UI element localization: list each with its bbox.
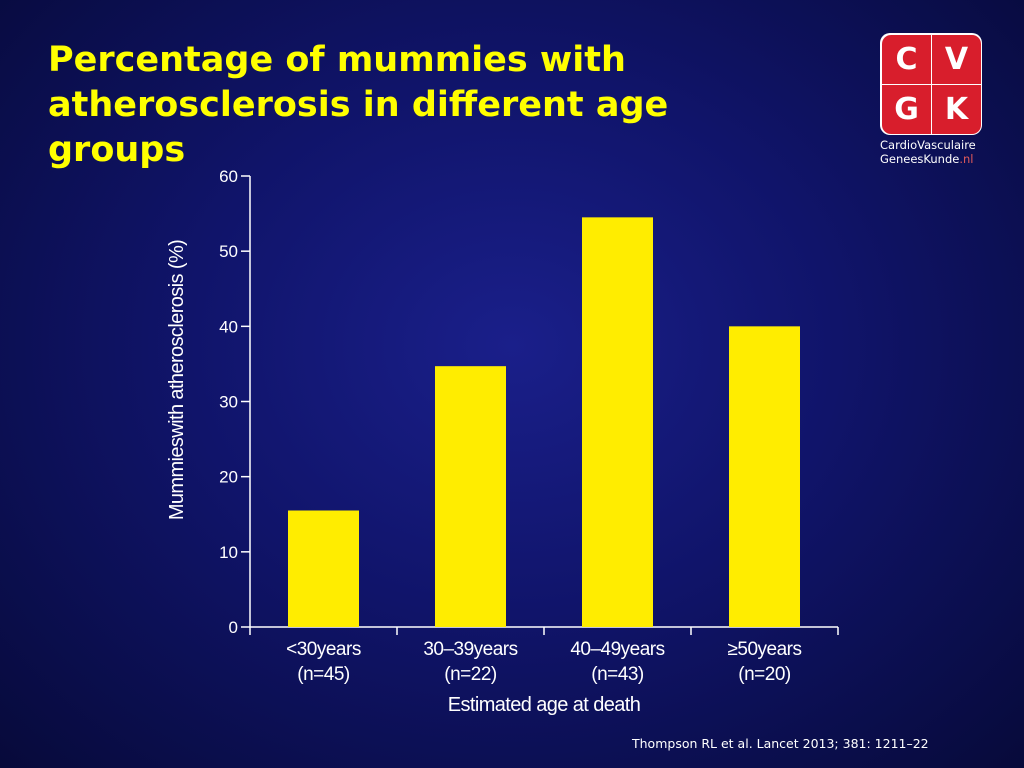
- x-axis-title: Estimated age at death: [448, 694, 641, 716]
- y-axis-title: Mummieswith atherosclerosis (%): [166, 240, 188, 520]
- logo-line-1: CardioVasculaire: [880, 138, 976, 152]
- logo-line-2-main: GeneesKunde: [880, 152, 960, 166]
- slide-title: Percentage of mummies with atheroscleros…: [48, 38, 808, 173]
- bar: [288, 510, 359, 627]
- logo-letter-k: K: [932, 85, 981, 134]
- x-tick-label: ≥50years: [727, 639, 801, 660]
- x-tick-label: 30–39years: [423, 639, 517, 660]
- x-tick-sublabel: (n=22): [444, 664, 497, 685]
- x-tick-label: <30years: [286, 639, 361, 660]
- y-tick-label: 10: [219, 543, 238, 562]
- y-tick-label: 40: [219, 317, 238, 336]
- y-tick-label: 20: [219, 468, 238, 487]
- y-tick-label: 30: [219, 393, 238, 412]
- x-tick-sublabel: (n=43): [591, 664, 644, 685]
- bar: [729, 326, 800, 627]
- y-tick-label: 0: [229, 618, 238, 637]
- bar: [435, 366, 506, 627]
- title-line-3: groups: [48, 130, 186, 170]
- logo-letter-v: V: [932, 35, 981, 84]
- title-line-1: Percentage of mummies with: [48, 40, 626, 80]
- bar: [582, 217, 653, 627]
- x-tick-label: 40–49years: [570, 639, 664, 660]
- logo-letter-g: G: [882, 85, 931, 134]
- cvgk-logo: C V G K CardioVasculaire GeneesKunde.nl: [880, 33, 984, 166]
- citation: Thompson RL et al. Lancet 2013; 381: 121…: [632, 736, 929, 751]
- title-line-2: atherosclerosis in different age: [48, 85, 669, 125]
- logo-line-2-suffix: .nl: [959, 152, 974, 166]
- y-tick-label: 60: [219, 167, 238, 186]
- logo-letter-c: C: [882, 35, 931, 84]
- logo-caption: CardioVasculaire GeneesKunde.nl: [880, 138, 984, 166]
- logo-tiles: C V G K: [880, 33, 982, 135]
- x-tick-sublabel: (n=45): [297, 664, 350, 685]
- x-tick-sublabel: (n=20): [738, 664, 791, 685]
- logo-line-2: GeneesKunde.nl: [880, 152, 984, 166]
- y-tick-label: 50: [219, 242, 238, 261]
